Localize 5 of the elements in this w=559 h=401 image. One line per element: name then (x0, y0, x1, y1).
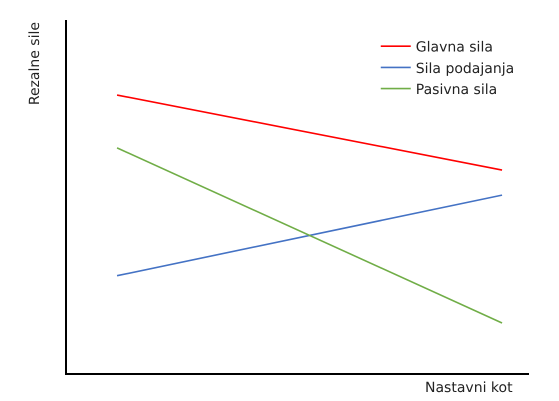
y-axis-title: Rezalne sile (27, 22, 44, 106)
legend-label: Glavna sila (416, 40, 493, 56)
legend-label: Sila podajanja (416, 60, 514, 77)
legend-label: Pasivna sila (416, 82, 498, 98)
x-axis-title: Nastavni kot (425, 380, 514, 396)
